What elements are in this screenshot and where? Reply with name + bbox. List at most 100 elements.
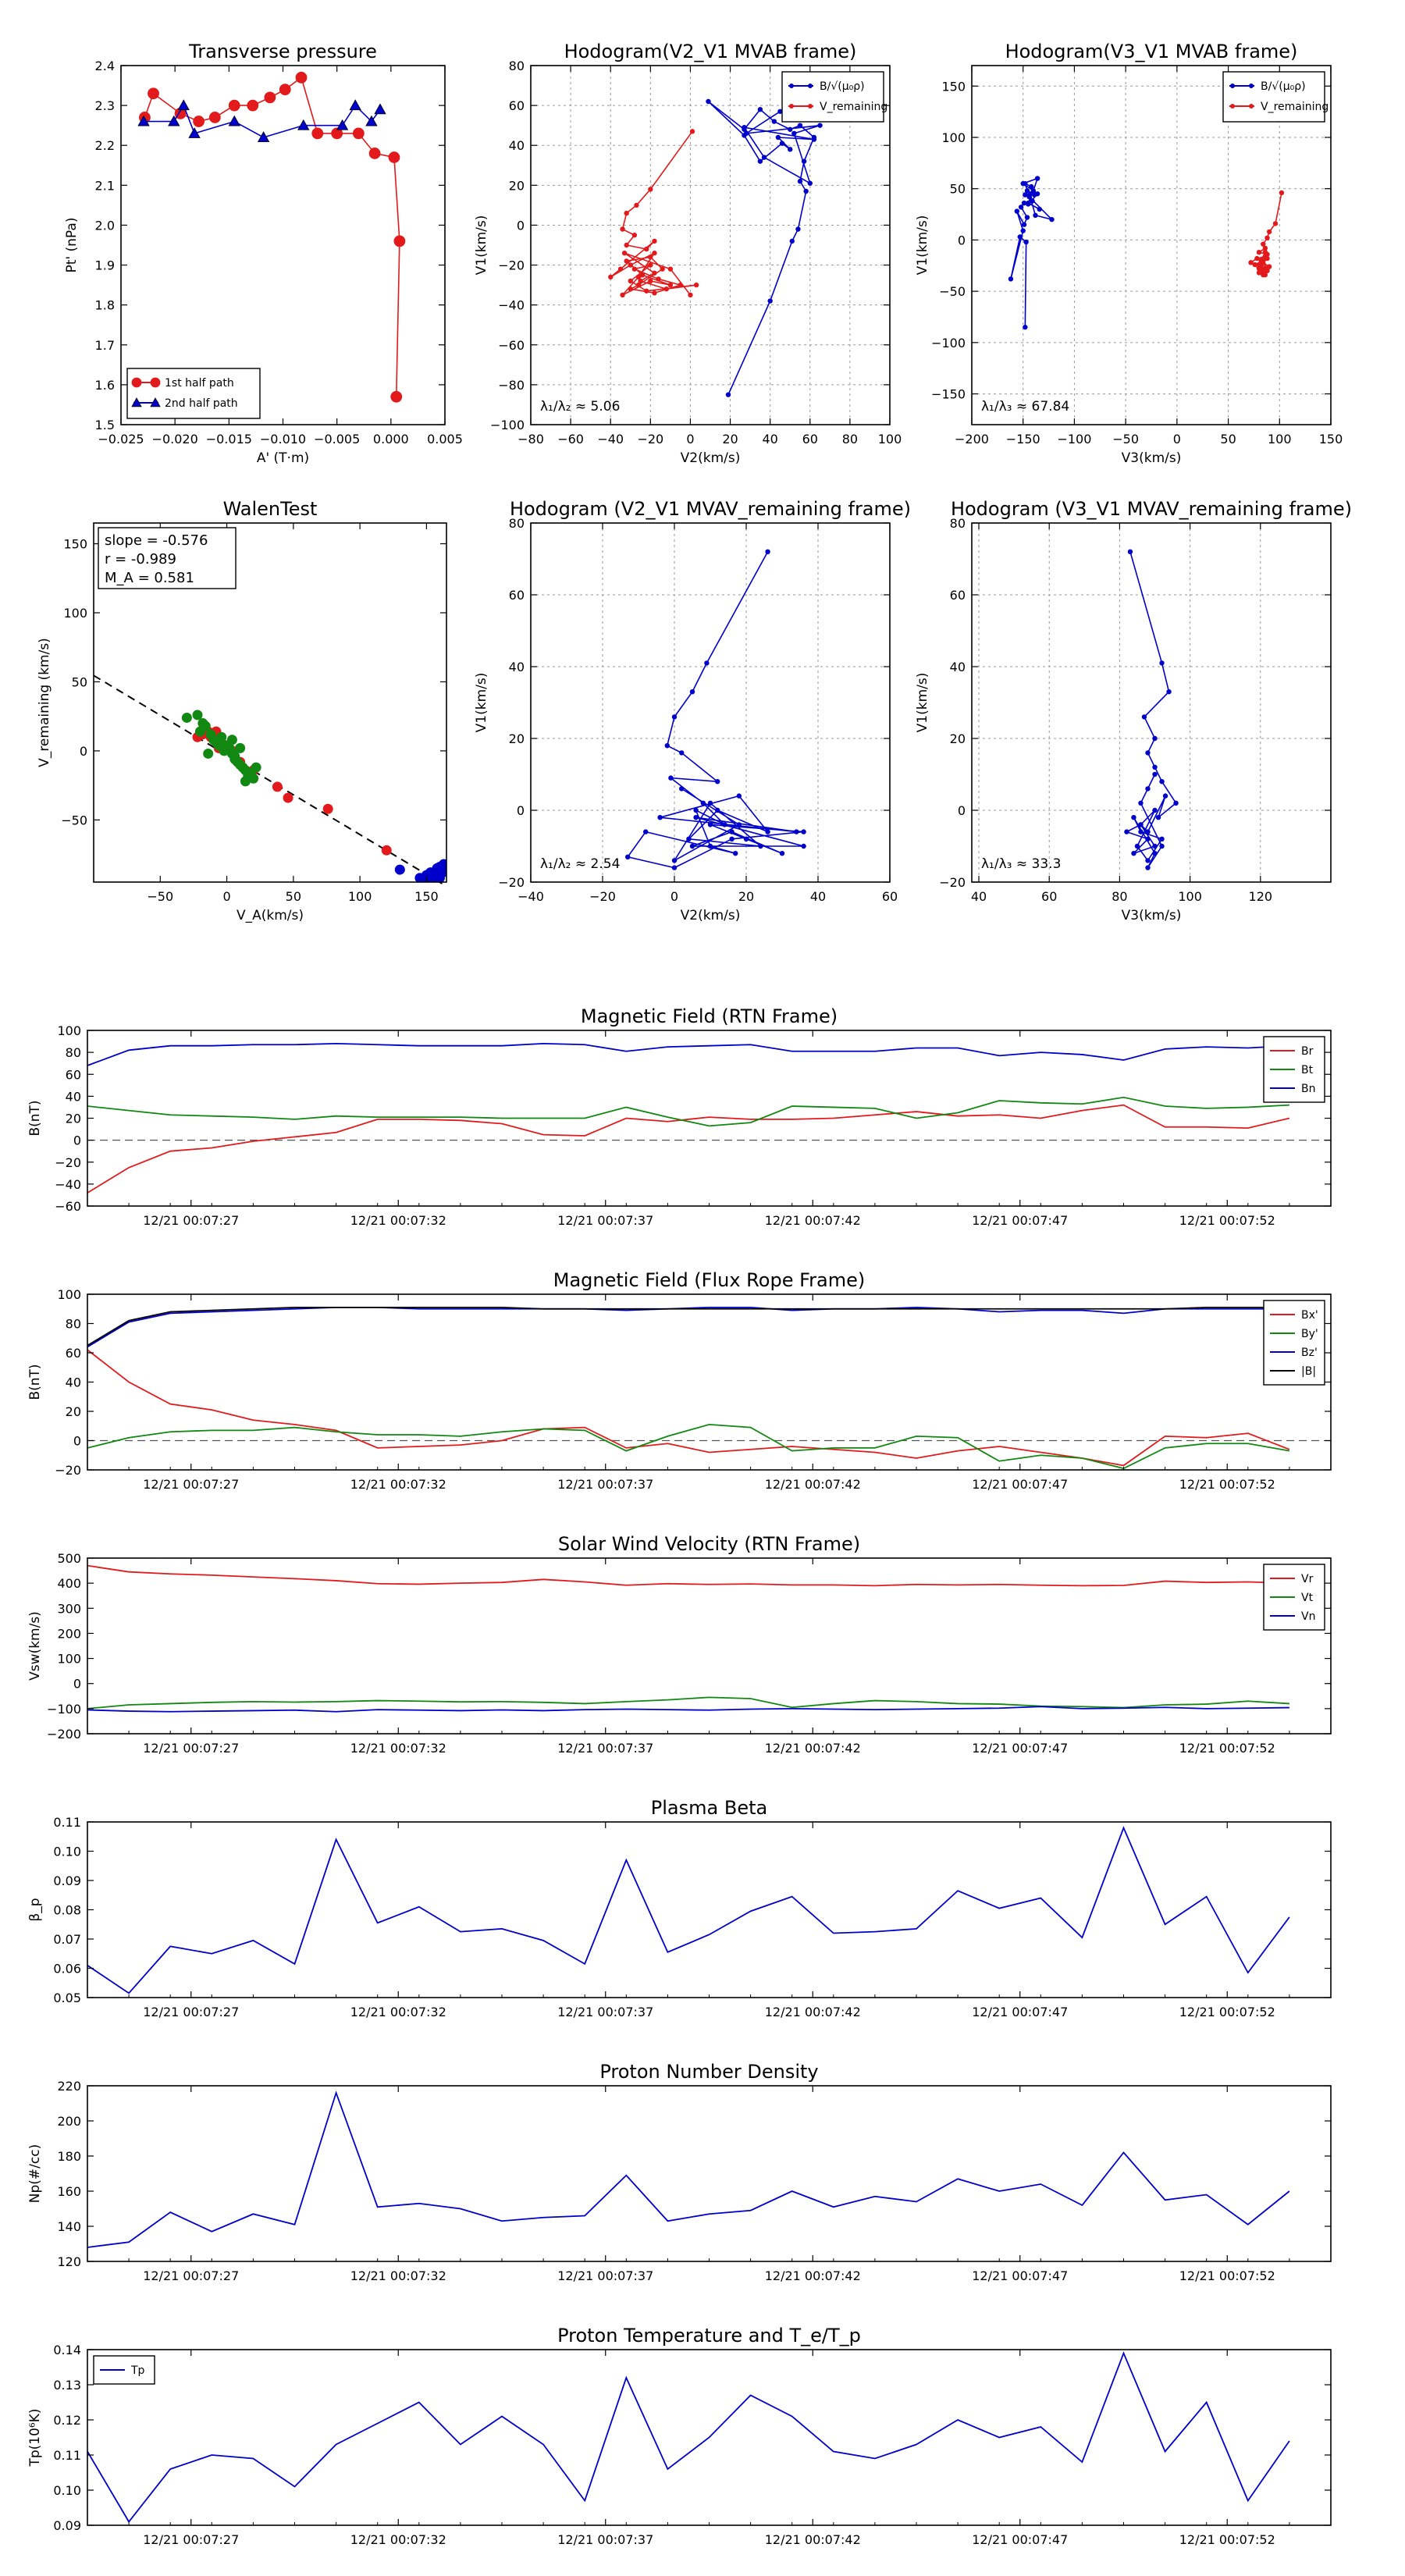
legend-label: Bx'	[1301, 1309, 1318, 1322]
data-layer	[1124, 549, 1179, 870]
series-b-point	[689, 689, 695, 695]
series-b-point	[1145, 750, 1151, 756]
series-b-point	[671, 714, 678, 720]
series-1st-half-path-point	[390, 390, 403, 403]
x-tick-label: 12/21 00:07:27	[143, 2532, 239, 2547]
series-b-point	[1138, 829, 1144, 834]
legend-label: By'	[1301, 1328, 1318, 1340]
series-b-point	[643, 829, 649, 834]
y-tick-label: 180	[57, 2149, 81, 2164]
chart-beta: 12/21 00:07:27 12/21 00:07:32 12/21 00:07:…	[27, 1797, 1332, 2019]
series-b--point	[1018, 205, 1024, 210]
series-v-remaining-point	[624, 210, 629, 216]
y-tick-label: 1.5	[95, 418, 115, 432]
x-tick-label: 50	[1220, 432, 1236, 447]
series-v-remaining-point	[652, 290, 657, 296]
x-tick-label: 12/21 00:07:52	[1179, 1477, 1275, 1492]
legend: B/√(μ₀ρ) V_remaining	[1222, 71, 1329, 123]
series-b--point	[1017, 234, 1023, 240]
x-tick-label: 12/21 00:07:27	[143, 1213, 239, 1228]
y-tick-label: 2.3	[95, 98, 115, 113]
legend: Br Bt Bn	[1263, 1036, 1325, 1103]
series-v-remaining-point	[644, 246, 649, 252]
series-bn-line	[87, 1042, 1289, 1066]
series-b--point	[788, 147, 793, 152]
series-b-point	[1166, 689, 1172, 695]
x-tick-label: 12/21 00:07:47	[972, 1477, 1068, 1492]
series-b-point	[689, 843, 695, 849]
x-tick-label: 12/21 00:07:42	[765, 2532, 861, 2547]
x-tick-label: −150	[1006, 432, 1040, 447]
chart-title: Solar Wind Velocity (RTN Frame)	[558, 1533, 860, 1555]
legend-marker	[131, 377, 142, 388]
series-v-remaining-point	[1252, 262, 1257, 268]
series-green-point	[181, 712, 192, 723]
x-tick-label: −0.025	[98, 432, 144, 447]
y-tick-label: −60	[55, 1199, 81, 1214]
series-v-remaining-point	[628, 278, 633, 284]
x-tick-label: 12/21 00:07:47	[972, 2532, 1068, 2547]
y-tick-label: −40	[55, 1177, 81, 1192]
x-tick-label: 60	[802, 432, 818, 447]
x-tick-label: −20	[637, 432, 663, 447]
series-b--point	[1023, 324, 1028, 330]
x-tick-label: 12/21 00:07:32	[350, 1213, 446, 1228]
series-v-remaining-point	[648, 187, 653, 192]
series-b--point	[791, 130, 797, 137]
data-layer	[181, 710, 446, 882]
y-tick-label: 1.8	[95, 298, 115, 313]
x-tick-label: 80	[1112, 889, 1127, 904]
x-tick-label: 100	[1178, 889, 1202, 904]
series-b--point	[725, 392, 731, 397]
series-v-remaining-point	[1262, 245, 1268, 251]
y-tick-label: 2.4	[95, 59, 115, 73]
lambda-annotation: λ₁/λ₂ ≈ 5.06	[540, 399, 620, 415]
series-green-point	[240, 776, 251, 787]
series-green-point	[211, 737, 222, 748]
series-v-remaining-point	[1261, 241, 1266, 247]
series-b--point	[1021, 200, 1027, 206]
y-tick-label: 80	[66, 1317, 81, 1332]
legend-label: V_remaining	[1261, 101, 1329, 113]
series-v-remaining-point	[635, 282, 642, 288]
y-axis-label: Pt' (nPa)	[64, 218, 80, 273]
y-tick-label: 0	[80, 744, 87, 759]
series-1st-half-path-point	[193, 116, 205, 127]
y-tick-label: 40	[509, 660, 525, 674]
legend-marker	[808, 84, 813, 88]
series-b--point	[757, 107, 763, 112]
y-tick-label: 60	[66, 1346, 81, 1361]
y-tick-label: 1.6	[95, 378, 115, 393]
x-axis-label: V3(km/s)	[1122, 908, 1182, 923]
x-tick-label: −40	[597, 432, 624, 447]
chart-title: Hodogram (V3_V1 MVAV_remaining frame)	[951, 498, 1352, 520]
x-tick-label: 12/21 00:07:27	[143, 2268, 239, 2283]
x-tick-label: 12/21 00:07:27	[143, 1741, 239, 1756]
series-b--point	[742, 125, 747, 130]
series-green-point	[203, 748, 214, 759]
series-1st-half-path-point	[279, 84, 291, 96]
plot-frame	[971, 522, 1332, 883]
series-b-point	[729, 836, 735, 842]
lambda-annotation: λ₁/λ₂ ≈ 2.54	[540, 856, 620, 872]
series-b-point	[671, 858, 678, 863]
legend-box	[781, 71, 884, 123]
x-tick-label: 0	[670, 889, 678, 904]
series-b--point	[1030, 188, 1037, 194]
series-b-point	[657, 815, 663, 820]
x-tick-label: −100	[1057, 432, 1091, 447]
series-b-point	[625, 854, 631, 860]
chart-walen: −50 0 50 100 150 −50 0 50 100 150 WalenTest V_A(km/…	[37, 498, 447, 923]
y-tick-label: −40	[498, 298, 525, 313]
y-tick-label: −150	[931, 387, 966, 402]
series-b--point	[811, 137, 817, 142]
y-tick-label: −100	[490, 418, 525, 432]
y-tick-label: 100	[57, 1652, 81, 1667]
series-v-remaining-point	[1254, 255, 1260, 262]
chart-tp_temp: 12/21 00:07:27 12/21 00:07:32 12/21 00:07:…	[27, 2325, 1332, 2547]
legend-box	[1222, 71, 1325, 123]
series-b-point	[679, 786, 685, 792]
plot-frame	[530, 522, 891, 883]
series-b-point	[693, 815, 699, 820]
series-b--point	[743, 130, 749, 137]
